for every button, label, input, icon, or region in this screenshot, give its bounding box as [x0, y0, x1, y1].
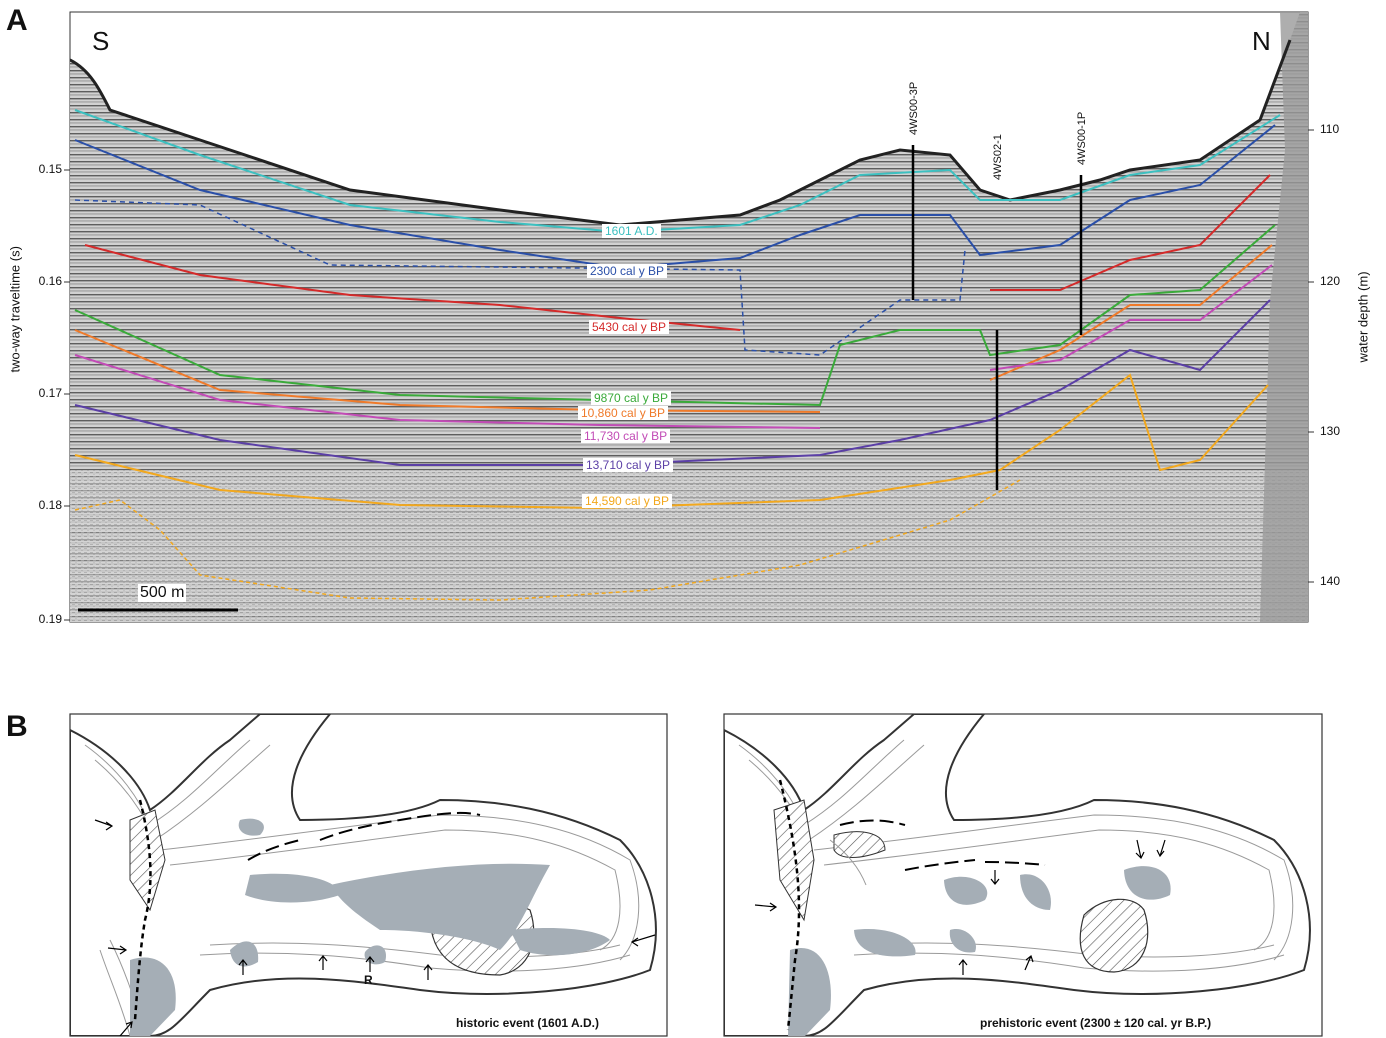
left-tick: 0.16 — [38, 274, 62, 288]
horizon-label-5430: 5430 cal y BP — [589, 320, 670, 334]
horizon-label-13710: 13,710 cal y BP — [583, 458, 674, 472]
y-axis-right-label: water depth (m) — [1355, 271, 1371, 363]
core-label-4ws02-1: 4WS02-1 — [992, 134, 1004, 180]
scale-bar-label: 500 m — [138, 584, 187, 602]
right-tick: 120 — [1320, 274, 1341, 288]
prehistoric-map — [724, 714, 1311, 1036]
lake-maps — [69, 713, 1323, 1037]
core-label-4ws00-3p: 4WS00-3P — [908, 81, 920, 135]
horizon-label-10860: 10,860 cal y BP — [578, 406, 669, 420]
left-tick: 0.15 — [38, 162, 62, 176]
north-label: N — [1252, 26, 1271, 56]
prehistoric-event-caption: prehistoric event (2300 ± 120 cal. yr B.… — [980, 1016, 1212, 1030]
historic-map — [70, 714, 657, 1036]
left-tick: 0.19 — [38, 612, 62, 626]
left-tick: 0.18 — [38, 498, 62, 512]
horizon-label-2300: 2300 cal y BP — [587, 264, 668, 278]
south-label: S — [92, 26, 110, 56]
panel-b-letter: B — [6, 710, 28, 743]
core-label-4ws00-1p: 4WS00-1P — [1076, 111, 1088, 165]
right-tick: 140 — [1320, 574, 1341, 588]
right-tick: 110 — [1320, 122, 1340, 136]
right-tick: 130 — [1320, 424, 1341, 438]
horizon-label-11730: 11,730 cal y BP — [581, 429, 671, 443]
marker-r-label: R — [364, 973, 373, 987]
panel-a-letter: A — [6, 4, 28, 37]
horizon-label-1601: 1601 A.D. — [602, 224, 661, 238]
seismic-profile — [64, 11, 1314, 623]
y-axis-left-label: two-way traveltime (s) — [7, 246, 23, 373]
horizon-label-9870: 9870 cal y BP — [591, 391, 672, 405]
horizon-label-14590: 14,590 cal y BP — [582, 494, 673, 508]
historic-event-caption: historic event (1601 A.D.) — [456, 1016, 599, 1030]
left-tick: 0.17 — [38, 386, 62, 400]
